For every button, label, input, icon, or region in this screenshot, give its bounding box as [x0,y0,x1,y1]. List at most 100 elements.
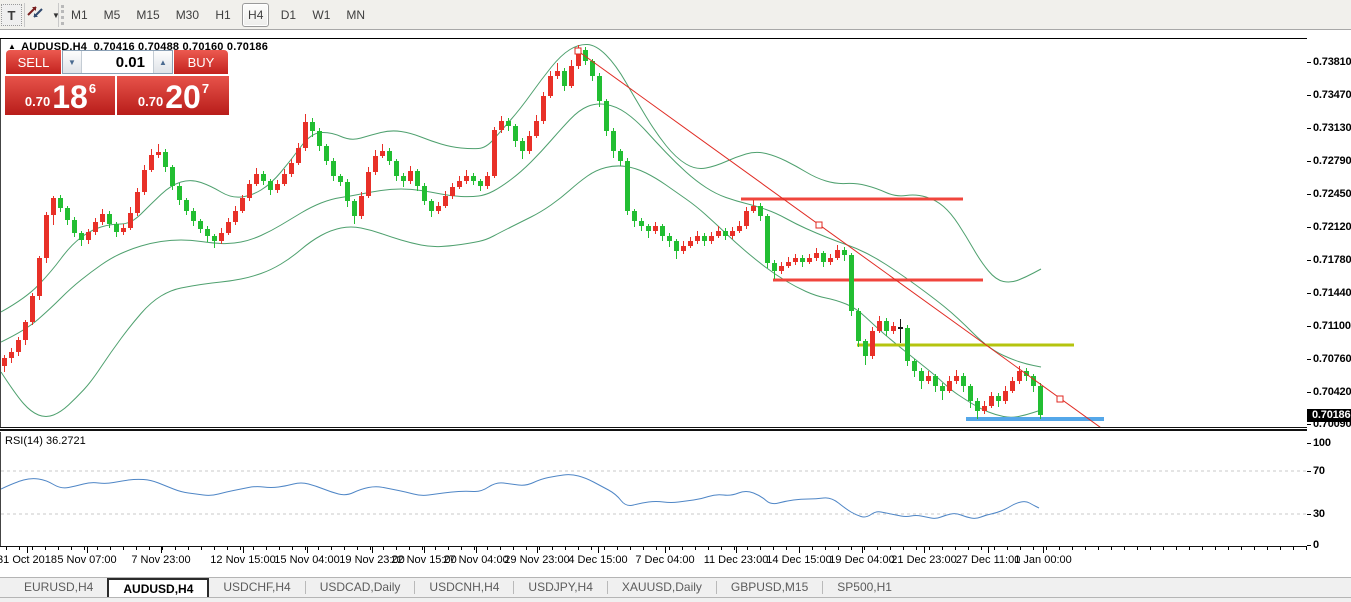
rsi-canvas[interactable] [1,432,1307,546]
time-minor-tick [344,547,345,550]
time-major-tick [924,547,925,553]
time-minor-tick [6,547,7,550]
time-minor-tick [266,547,267,550]
time-major-tick [87,547,88,553]
sell-button[interactable]: SELL [6,50,61,74]
time-minor-tick [1215,547,1216,550]
expand-triangle-icon[interactable]: ▲ [8,42,17,51]
toolbar-separator [58,3,59,27]
time-label: 5 Nov 07:00 [57,554,117,566]
time-label: 12 Nov 15:00 [210,554,276,566]
tab-audusd-h4[interactable]: AUDUSD,H4 [107,578,210,597]
sell-price-box[interactable]: 0.70 18 6 [5,76,115,115]
rsi-scale-tick: 0 [1307,539,1351,551]
time-minor-tick [149,547,150,550]
timeframe-button-m1[interactable]: M1 [71,8,88,22]
tab-sp500-h1[interactable]: SP500,H1 [837,580,892,594]
time-minor-tick [669,547,670,550]
time-major-tick [988,547,989,553]
tab-xauusd-daily[interactable]: XAUUSD,Daily [621,580,702,594]
time-minor-tick [1059,547,1060,550]
time-major-tick [537,547,538,553]
time-minor-tick [695,547,696,550]
timeframe-button-m30[interactable]: M30 [175,8,200,22]
time-minor-tick [1085,547,1086,550]
time-minor-tick [1228,547,1229,550]
time-label: 15 Nov 04:00 [274,554,340,566]
time-label: 22 Nov 15:00 [391,554,457,566]
time-major-tick [736,547,737,553]
time-minor-tick [981,547,982,550]
time-minor-tick [305,547,306,550]
toolbar-grip[interactable] [61,5,64,25]
time-minor-tick [461,547,462,550]
timeframe-button-d1[interactable]: D1 [280,8,297,22]
time-minor-tick [409,547,410,550]
pane-separator-thick[interactable] [0,429,1307,431]
timeframe-button-mn[interactable]: MN [346,8,366,22]
price-tick: 0.71780 [1307,254,1351,266]
time-minor-tick [526,547,527,550]
time-major-tick [424,547,425,553]
time-minor-tick [903,547,904,550]
volume-decrease-button[interactable]: ▼ [63,51,82,73]
time-minor-tick [1124,547,1125,550]
time-label: 27 Dec 11:00 [955,554,1021,566]
tab-eurusd-h4[interactable]: EURUSD,H4 [24,580,94,594]
tab-usdjpy-h4[interactable]: USDJPY,H4 [528,580,593,594]
sell-price-big: 18 [52,79,88,115]
swap-arrows-icon[interactable] [26,4,50,26]
timeframe-button-h1[interactable]: H1 [215,8,231,22]
pane-separator[interactable] [0,427,1307,428]
timeframe-button-w1[interactable]: W1 [312,8,331,22]
buy-price-box[interactable]: 0.70 20 7 [117,76,229,115]
buy-price-big: 20 [165,79,201,115]
timeframe-button-h4[interactable]: H4 [242,3,270,27]
price-tick: 0.70760 [1307,353,1351,365]
rsi-scale-tick: 30 [1307,508,1351,520]
rsi-pane[interactable] [0,432,1307,546]
time-minor-tick [1163,547,1164,550]
current-price-badge: 0.70186 [1307,409,1351,422]
tab-gbpusd-m15[interactable]: GBPUSD,M15 [730,580,809,594]
chevron-down-icon[interactable]: ▼ [52,10,60,20]
time-minor-tick [318,547,319,550]
text-tool-button[interactable]: T [1,4,22,26]
time-minor-tick [565,547,566,550]
timeframe-button-m15[interactable]: M15 [136,8,160,22]
time-minor-tick [656,547,657,550]
time-major-tick [665,547,666,553]
time-minor-tick [123,547,124,550]
time-minor-tick [1293,547,1294,550]
time-minor-tick [279,547,280,550]
tab-usdcad-daily[interactable]: USDCAD,Daily [319,580,401,594]
time-minor-tick [864,547,865,550]
buy-button[interactable]: BUY [174,50,228,74]
time-minor-tick [591,547,592,550]
sell-price-pip: 6 [88,81,97,96]
time-minor-tick [383,547,384,550]
timeframe-button-m5[interactable]: M5 [103,8,121,22]
time-minor-tick [1072,547,1073,550]
time-minor-tick [370,547,371,550]
chart-tabs: EURUSD,H4 AUDUSD,H4 USDCHF,H4 USDCAD,Daily U… [10,578,906,597]
volume-input[interactable]: 0.01 [115,53,145,71]
time-minor-tick [968,547,969,550]
time-label: 19 Dec 04:00 [829,554,895,566]
tab-separator [414,580,416,594]
timeframe-bar: M1 M5 M15 M30 H1 H4 D1 W1 MN [66,3,370,27]
price-tick: 0.72120 [1307,221,1351,233]
main-chart-canvas[interactable] [1,39,1307,427]
tab-usdchf-h4[interactable]: USDCHF,H4 [223,580,291,594]
time-minor-tick [1176,547,1177,550]
rsi-scale-tick: 100 [1307,437,1351,449]
tab-usdcnh-h4[interactable]: USDCNH,H4 [429,580,500,594]
price-tick: 0.72790 [1307,155,1351,167]
time-minor-tick [487,547,488,550]
volume-increase-button[interactable]: ▲ [153,51,172,73]
time-label: 29 Nov 23:00 [504,554,570,566]
time-minor-tick [331,547,332,550]
price-tick: 0.71440 [1307,287,1351,299]
time-major-tick [161,547,162,553]
price-tick: 0.72450 [1307,188,1351,200]
